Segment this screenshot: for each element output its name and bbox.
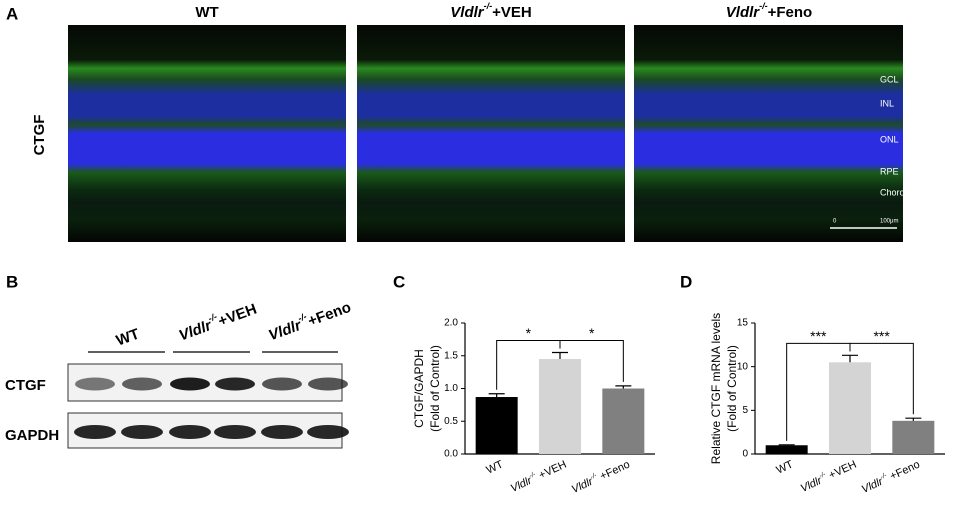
- panel-label: A: [6, 4, 18, 23]
- layer-label: ONL: [880, 134, 899, 144]
- group-label: Vldlr-/-+Feno: [265, 296, 353, 344]
- label-rest: +Feno: [595, 458, 631, 483]
- significance-label: *: [526, 325, 532, 341]
- layer-label: GCL: [880, 74, 899, 84]
- group-label: WT: [114, 326, 142, 350]
- column-title: WT: [195, 4, 218, 21]
- significance-bracket: [559, 339, 624, 382]
- error-bar: [615, 385, 632, 389]
- bar: [765, 445, 808, 454]
- y-tick-label: 10: [737, 361, 749, 372]
- y-tick-label: 15: [737, 318, 749, 329]
- label-rest: +VEH: [492, 4, 532, 21]
- significance-label: *: [589, 325, 595, 341]
- blot-band: [121, 425, 163, 439]
- blot-band: [169, 425, 211, 439]
- micrograph: [68, 25, 346, 242]
- label-rest: +VEH: [824, 458, 858, 482]
- layer-label: RPE: [880, 166, 899, 176]
- significance-label: ***: [873, 328, 890, 344]
- y-tick-label: 0.5: [444, 416, 458, 427]
- superscript: -/-: [484, 1, 493, 11]
- x-tick-label: Vldlr-/- +VEH: [798, 457, 858, 495]
- x-tick-label: Vldlr-/- +Feno: [569, 457, 632, 496]
- micrograph: [357, 25, 625, 242]
- x-tick-label: WT: [485, 458, 506, 476]
- error-bar: [905, 417, 922, 421]
- y-tick-label: 0.0: [444, 449, 458, 460]
- column-title: Vldlr-/-+Feno: [726, 1, 812, 21]
- blot-band: [214, 425, 256, 439]
- bar: [539, 359, 581, 454]
- label-rest: +VEH: [534, 458, 568, 482]
- label-rest: +Feno: [306, 299, 354, 330]
- micrograph: [634, 25, 903, 242]
- x-tick-label: Vldlr-/- +Feno: [859, 457, 922, 496]
- superscript: -/-: [589, 471, 598, 480]
- y-tick-label: 5: [742, 405, 748, 416]
- row-label: CTGF: [31, 115, 48, 156]
- superscript: -/-: [818, 470, 827, 479]
- y-axis-label: (Fold of Control): [725, 345, 739, 432]
- superscript: -/-: [879, 471, 888, 480]
- group-label: Vldlr-/-+VEH: [176, 298, 259, 344]
- blot-band: [262, 377, 302, 391]
- y-axis-label: Relative CTGF mRNA levels: [709, 313, 723, 464]
- error-bar: [488, 393, 505, 398]
- blot-band: [122, 377, 162, 391]
- y-axis-label: CTGF/GAPDH: [412, 349, 426, 428]
- blot-row-label: CTGF: [5, 377, 46, 394]
- y-tick-label: 1.0: [444, 383, 458, 394]
- superscript: -/-: [297, 312, 308, 324]
- superscript: -/-: [528, 470, 537, 479]
- layer-label: INL: [880, 98, 894, 108]
- gene-name: Vldlr: [450, 4, 485, 21]
- scale-label: 0: [833, 219, 837, 225]
- y-tick-label: 0: [742, 449, 748, 460]
- label-rest: +Feno: [885, 458, 921, 483]
- blot-band: [74, 425, 116, 439]
- blot-row-label: GAPDH: [5, 427, 59, 444]
- label-rest: +Feno: [768, 4, 813, 21]
- blot-band: [75, 377, 115, 391]
- blot-band: [170, 377, 210, 391]
- panel-label: C: [393, 272, 405, 291]
- column-title: Vldlr-/-+VEH: [450, 1, 531, 21]
- blot-band: [307, 425, 349, 439]
- bar: [602, 388, 645, 454]
- bar: [475, 397, 518, 454]
- label-rest: +VEH: [216, 301, 259, 331]
- layer-label: Choroid: [880, 187, 912, 197]
- significance-bracket: [849, 342, 914, 415]
- bar: [829, 362, 871, 454]
- bar: [892, 420, 935, 454]
- panel-label: B: [6, 272, 18, 291]
- blot-band: [215, 377, 255, 391]
- blot-band: [261, 425, 303, 439]
- panel-label: D: [680, 272, 692, 291]
- error-bar: [552, 351, 568, 360]
- x-tick-label: WT: [775, 458, 796, 476]
- gene-name: Vldlr: [726, 4, 761, 21]
- error-bar: [842, 354, 858, 363]
- significance-label: ***: [810, 328, 827, 344]
- y-tick-label: 1.5: [444, 350, 458, 361]
- y-axis-label: (Fold of Control): [428, 345, 442, 432]
- superscript: -/-: [759, 1, 768, 11]
- blot-band: [308, 377, 348, 391]
- scale-label: 100μm: [880, 219, 898, 225]
- superscript: -/-: [207, 312, 218, 324]
- y-tick-label: 2.0: [444, 318, 458, 329]
- x-tick-label: Vldlr-/- +VEH: [508, 457, 568, 495]
